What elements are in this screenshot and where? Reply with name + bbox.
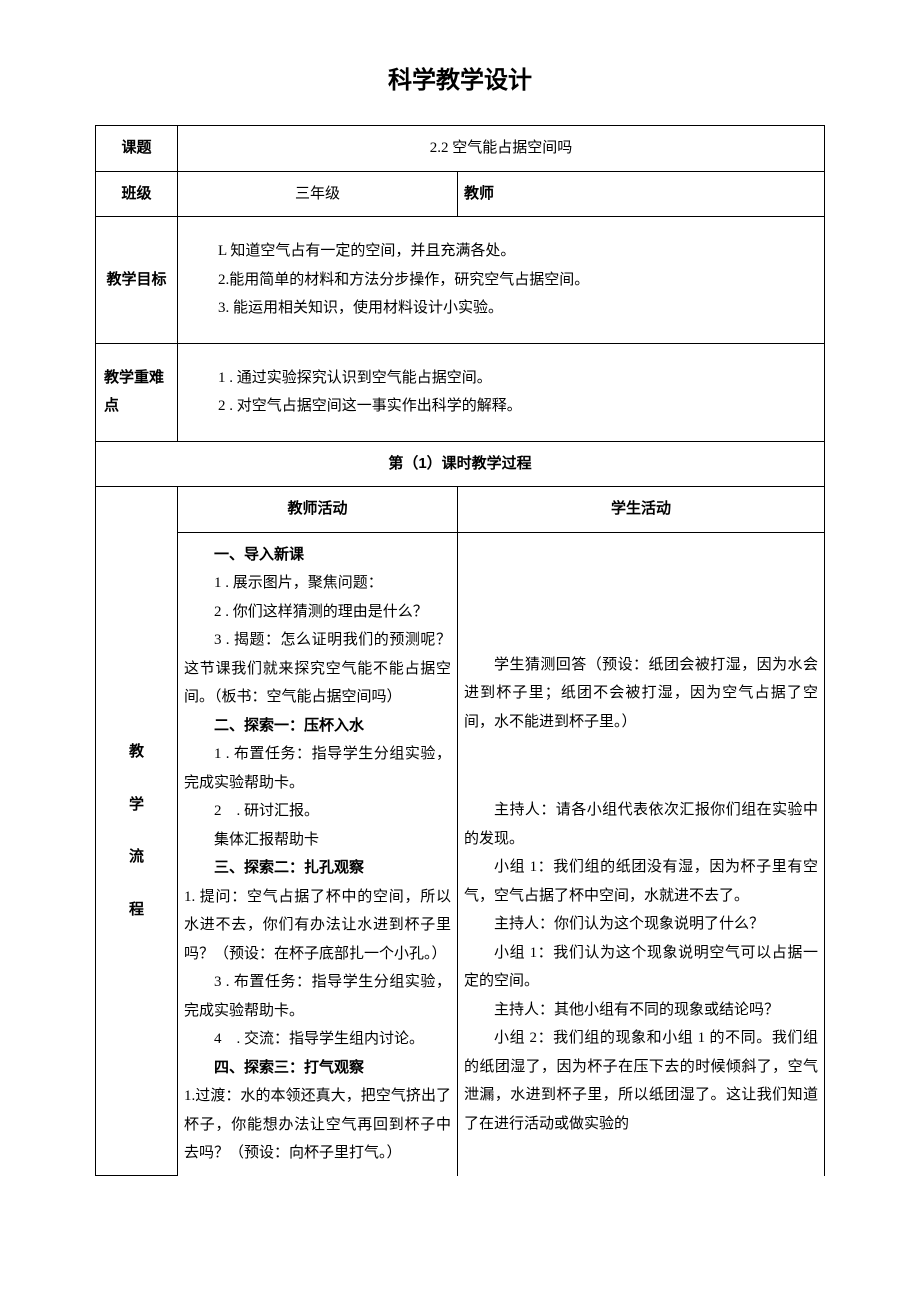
sa-item: 主持人：你们认为这个现象说明了什么？ — [464, 910, 818, 939]
label-class: 班级 — [96, 171, 178, 217]
ta-item: 2 . 你们这样猜测的理由是什么？ — [184, 598, 451, 627]
row-keys: 教学重难点 1 . 通过实验探究认识到空气能占据空间。 2 . 对空气占据空间这… — [96, 343, 825, 441]
row-class: 班级 三年级 教师 — [96, 171, 825, 217]
goal-item: 3. 能运用相关知识，使用材料设计小实验。 — [188, 294, 814, 323]
process-header: 第（1）课时教学过程 — [96, 441, 825, 487]
ta-item: 1 . 布置任务：指导学生分组实验，完成实验帮助卡。 — [184, 740, 451, 797]
key-item: 2 . 对空气占据空间这一事实作出科学的解释。 — [188, 392, 814, 421]
sa-item: 主持人：其他小组有不同的现象或结论吗？ — [464, 996, 818, 1025]
sa-item: 主持人：请各小组代表依次汇报你们组在实验中的发现。 — [464, 796, 818, 853]
key-item: 1 . 通过实验探究认识到空气能占据空间。 — [188, 364, 814, 393]
sa-item: 小组 1：我们组的纸团没有湿，因为杯子里有空气，空气占据了杯中空间，水就进不去了… — [464, 853, 818, 910]
header-teacher-act: 教师活动 — [178, 487, 458, 533]
student-activity: 学生猜测回答（预设：纸团会被打湿，因为水会进到杯子里；纸团不会被打湿，因为空气占… — [458, 532, 825, 1176]
ta-item: 3 . 揭题：怎么证明我们的预测呢？这节课我们就来探究空气能不能占据空间。（板书… — [184, 626, 451, 712]
ta-s1-title: 一、导入新课 — [184, 541, 451, 570]
ta-s4-title: 四、探索三：打气观察 — [184, 1054, 451, 1083]
teacher-activity: 一、导入新课 1 . 展示图片，聚焦问题： 2 . 你们这样猜测的理由是什么？ … — [178, 532, 458, 1176]
label-goals: 教学目标 — [96, 217, 178, 344]
row-goals: 教学目标 L 知道空气占有一定的空间，并且充满各处。 2.能用简单的材料和方法分… — [96, 217, 825, 344]
ta-item: 1.过渡：水的本领还真大，把空气挤出了杯子，你能想办法让空气再回到杯子中去吗？（… — [184, 1082, 451, 1168]
ta-item: 2 . 研讨汇报。 — [184, 797, 451, 826]
sa-item: 学生猜测回答（预设：纸团会被打湿，因为水会进到杯子里；纸团不会被打湿，因为空气占… — [464, 651, 818, 737]
goal-item: 2.能用简单的材料和方法分步操作，研究空气占据空间。 — [188, 266, 814, 295]
goal-item: L 知道空气占有一定的空间，并且充满各处。 — [188, 237, 814, 266]
sa-item: 小组 1：我们认为这个现象说明空气可以占据一定的空间。 — [464, 939, 818, 996]
ta-s2-title: 二、探索一：压杯入水 — [184, 712, 451, 741]
cell-teacher: 教师 — [458, 171, 825, 217]
label-flow: 教学流程 — [96, 487, 178, 1176]
label-keys: 教学重难点 — [96, 343, 178, 441]
page-title: 科学教学设计 — [95, 60, 825, 95]
row-process-header: 第（1）课时教学过程 — [96, 441, 825, 487]
ta-item: 1 . 展示图片，聚焦问题： — [184, 569, 451, 598]
value-keys: 1 . 通过实验探究认识到空气能占据空间。 2 . 对空气占据空间这一事实作出科… — [178, 343, 825, 441]
label-topic: 课题 — [96, 126, 178, 172]
row-topic: 课题 2.2 空气能占据空间吗 — [96, 126, 825, 172]
ta-item: 3 . 布置任务：指导学生分组实验，完成实验帮助卡。 — [184, 968, 451, 1025]
header-student-act: 学生活动 — [458, 487, 825, 533]
ta-item: 1. 提问：空气占据了杯中的空间，所以水进不去，你们有办法让水进到杯子里吗？（预… — [184, 883, 451, 969]
label-teacher: 教师 — [464, 185, 494, 202]
ta-item: 集体汇报帮助卡 — [184, 826, 451, 855]
value-class: 三年级 — [178, 171, 458, 217]
row-activity-header: 教学流程 教师活动 学生活动 — [96, 487, 825, 533]
value-topic: 2.2 空气能占据空间吗 — [178, 126, 825, 172]
row-activity-body: 一、导入新课 1 . 展示图片，聚焦问题： 2 . 你们这样猜测的理由是什么？ … — [96, 532, 825, 1176]
ta-item: 4 . 交流：指导学生组内讨论。 — [184, 1025, 451, 1054]
sa-item: 小组 2：我们组的现象和小组 1 的不同。我们组的纸团湿了，因为杯子在压下去的时… — [464, 1024, 818, 1138]
value-goals: L 知道空气占有一定的空间，并且充满各处。 2.能用简单的材料和方法分步操作，研… — [178, 217, 825, 344]
ta-s3-title: 三、探索二：扎孔观察 — [184, 854, 451, 883]
lesson-plan-table: 课题 2.2 空气能占据空间吗 班级 三年级 教师 教学目标 L 知道空气占有一… — [95, 125, 825, 1176]
